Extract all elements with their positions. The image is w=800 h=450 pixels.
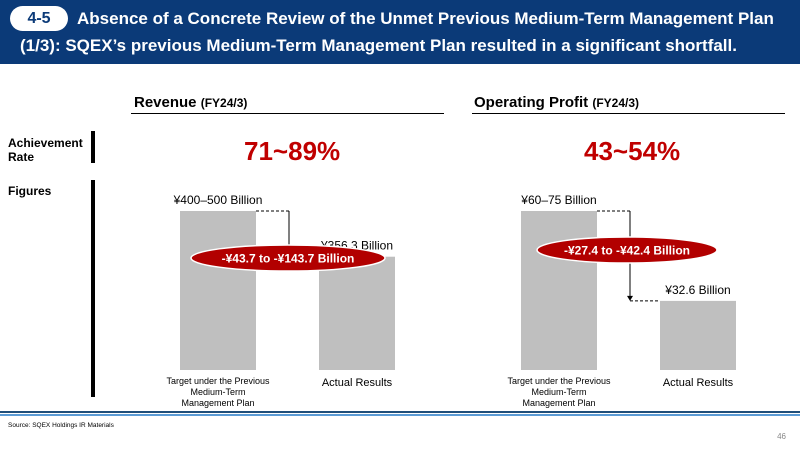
footer-rule-dark [0,411,800,413]
operating-profit-bar-actual [660,300,736,370]
section-number-badge: 4-5 [10,6,68,31]
revenue-category-label-0-0: Target under the Previous [166,376,270,386]
slide-title-line-1: Absence of a Concrete Review of the Unme… [77,9,774,28]
figures-label: Figures [8,184,52,198]
operating-profit-value-label-actual: ¥32.6 Billion [664,283,730,297]
revenue-value-label-target: ¥400–500 Billion [173,193,263,207]
revenue-heading-rule [131,113,444,114]
revenue-achievement-rate: 71~89% [244,136,341,166]
revenue-category-label-0-2: Management Plan [181,398,254,408]
revenue-category-label-1-0: Actual Results [322,377,393,389]
source-note: Source: SQEX Holdings IR Materials [8,422,114,429]
operating-profit-gap-badge [536,236,718,264]
revenue-bar-actual [319,256,395,370]
operating-profit-heading-title: Operating Profit [474,94,589,111]
operating-profit-gap-label: -¥27.4 to -¥42.4 Billion [564,244,690,258]
operating-profit-bar-target [521,211,597,370]
operating-profit-gap-arrow-head [627,295,633,301]
operating-profit-category-label-0-0: Target under the Previous [507,376,611,386]
revenue-heading: Revenue (FY24/3) [134,94,247,111]
figures-bar [91,180,95,397]
achievement-rate-bar [91,131,95,163]
operating-profit-category-label-1-0: Actual Results [663,377,734,389]
operating-profit-category-label-0-1: Medium-Term [531,387,586,397]
title-banner: 4-5 Absence of a Concrete Review of the … [0,0,800,64]
slide-title-line-2: (1/3): SQEX’s previous Medium-Term Manag… [20,36,737,55]
revenue-gap-badge [190,244,386,272]
operating-profit-heading-rule [472,113,785,114]
revenue-heading-period: (FY24/3) [200,96,248,110]
footer-rule-light [0,414,800,416]
operating-profit-value-label-target: ¥60–75 Billion [520,193,596,207]
revenue-category-label-0-1: Medium-Term [190,387,245,397]
operating-profit-heading: Operating Profit (FY24/3) [474,94,639,111]
revenue-gap-label: -¥43.7 to -¥143.7 Billion [222,252,355,266]
revenue-heading-title: Revenue [134,94,197,111]
operating-profit-category-label-0-2: Management Plan [522,398,595,408]
operating-profit-heading-period: (FY24/3) [592,96,640,110]
operating-profit-achievement-rate: 43~54% [584,136,681,166]
page-number: 46 [777,432,786,441]
revenue-bar-target [180,211,256,370]
achievement-rate-label: Achievement Rate [8,136,83,164]
